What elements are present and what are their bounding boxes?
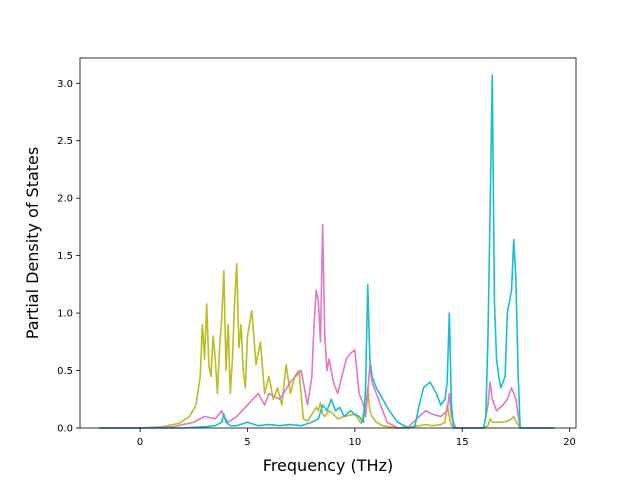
y-tick-label: 0.0 [57, 424, 73, 435]
y-tick-label: 0.5 [57, 366, 73, 377]
y-tick-label: 3.0 [57, 79, 73, 90]
y-tick-label: 2.5 [57, 136, 73, 147]
x-tick-label: 10 [348, 437, 361, 448]
series-layer [99, 74, 555, 429]
y-axis-label: Partial Density of States [23, 147, 42, 339]
x-axis-label: Frequency (THz) [263, 456, 393, 475]
series-line-3 [99, 74, 555, 429]
x-tick-label: 15 [456, 437, 469, 448]
y-axis: 0.0 0.5 1.0 1.5 2.0 2.5 3.0 [57, 79, 80, 435]
x-tick-label: 0 [137, 437, 143, 448]
x-tick-label: 20 [563, 437, 576, 448]
series-line-2 [99, 223, 555, 429]
x-tick-label: 5 [244, 437, 250, 448]
y-tick-label: 1.5 [57, 251, 73, 262]
x-axis: 0 5 10 15 20 [137, 428, 576, 448]
y-tick-label: 2.0 [57, 194, 73, 205]
y-tick-label: 1.0 [57, 309, 73, 320]
plot-frame [79, 57, 577, 429]
